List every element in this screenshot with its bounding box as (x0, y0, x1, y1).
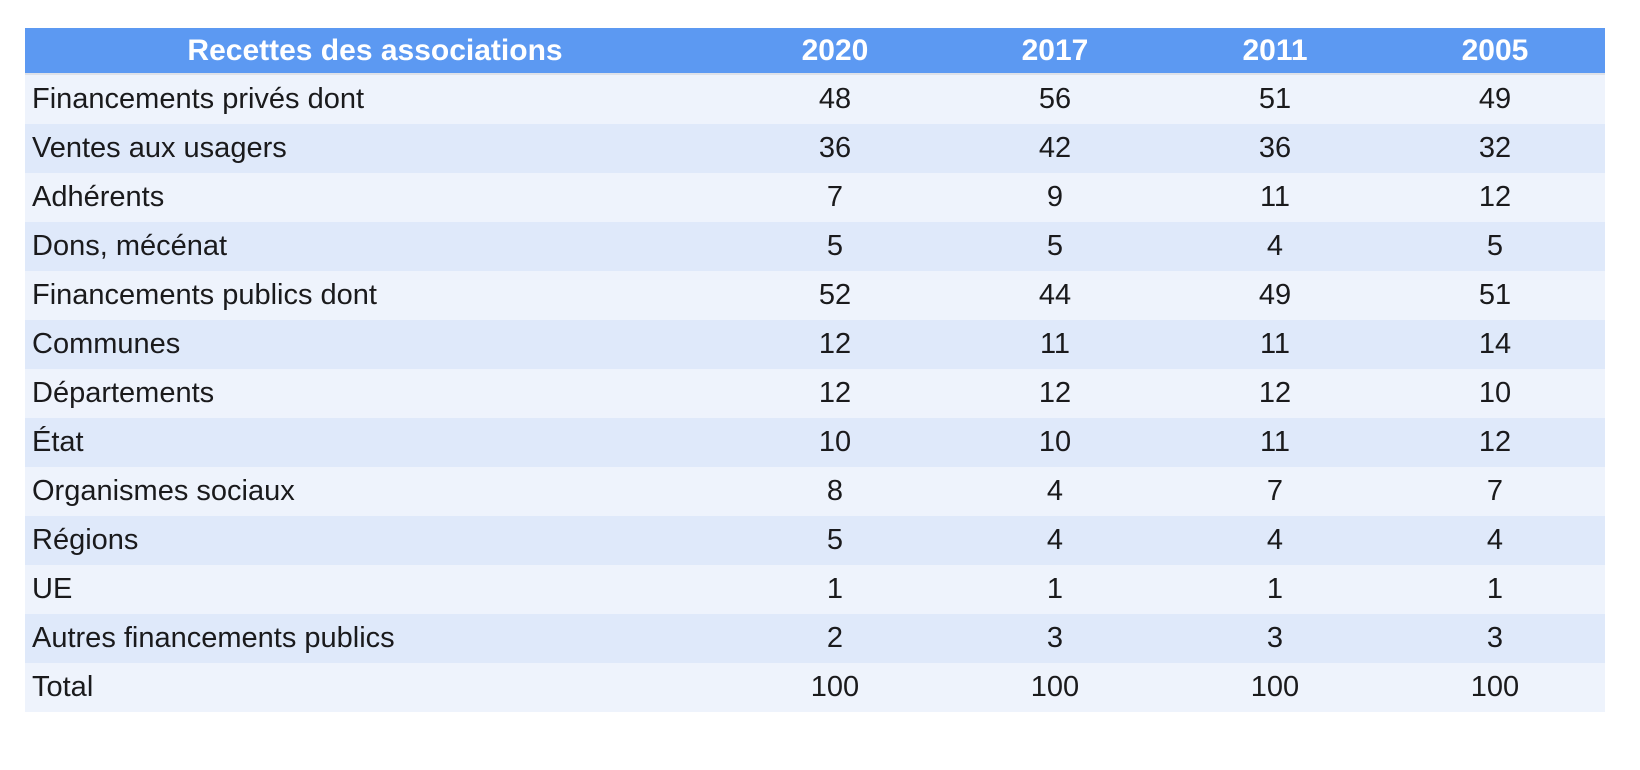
cell-value: 5 (826, 524, 844, 556)
cell-value: 4 (1266, 230, 1284, 262)
cell-value: 14 (1478, 328, 1512, 360)
cell-value: 1 (1486, 573, 1504, 605)
row-label: Total (32, 671, 94, 703)
cell-value: 49 (1478, 83, 1512, 115)
cell-value: 4 (1486, 524, 1504, 556)
table-title: Recettes des associations (25, 28, 725, 75)
cell-value: 42 (1038, 132, 1072, 164)
cell-value: 11 (1259, 426, 1291, 458)
cell-value: 4 (1046, 524, 1064, 556)
cell-value: 10 (1478, 377, 1512, 409)
cell-value: 100 (1470, 671, 1520, 703)
cell-value: 4 (1046, 475, 1064, 507)
table-row: Autres financements publics 2 3 3 3 (25, 614, 1605, 663)
recettes-table: Recettes des associations 2020 2017 2011… (25, 28, 1605, 712)
cell-value: 2 (826, 622, 844, 654)
table-row: Financements privés dont 48 56 51 49 (25, 74, 1605, 124)
table-row: UE 1 1 1 1 (25, 565, 1605, 614)
cell-value: 11 (1259, 181, 1291, 213)
cell-value: 1 (826, 573, 844, 605)
row-label: Autres financements publics (32, 622, 395, 654)
column-header-2011: 2011 (1165, 28, 1385, 75)
cell-value: 8 (826, 475, 844, 507)
cell-value: 11 (1259, 328, 1291, 360)
table-row: Total 100 100 100 100 (25, 663, 1605, 712)
cell-value: 4 (1266, 524, 1284, 556)
table-row: Ventes aux usagers 36 42 36 32 (25, 124, 1605, 173)
row-label: UE (32, 573, 73, 605)
header-row: Recettes des associations 2020 2017 2011… (25, 28, 1605, 75)
cell-value: 100 (1250, 671, 1300, 703)
cell-value: 5 (1046, 230, 1064, 262)
cell-value: 11 (1039, 328, 1071, 360)
table-row: Dons, mécénat 5 5 4 5 (25, 222, 1605, 271)
cell-value: 12 (1038, 377, 1072, 409)
cell-value: 48 (818, 83, 852, 115)
cell-value: 12 (1258, 377, 1292, 409)
cell-value: 10 (1038, 426, 1072, 458)
cell-value: 56 (1038, 83, 1072, 115)
table-row: Régions 5 4 4 4 (25, 516, 1605, 565)
row-label: Communes (32, 328, 181, 360)
cell-value: 5 (826, 230, 844, 262)
row-label: Dons, mécénat (32, 230, 228, 262)
cell-value: 100 (810, 671, 860, 703)
row-label: Régions (32, 524, 139, 556)
cell-value: 3 (1486, 622, 1504, 654)
cell-value: 12 (1478, 426, 1512, 458)
cell-value: 7 (1486, 475, 1504, 507)
cell-value: 44 (1038, 279, 1072, 311)
cell-value: 52 (818, 279, 852, 311)
table-row: Financements publics dont 52 44 49 51 (25, 271, 1605, 320)
cell-value: 12 (1478, 181, 1512, 213)
cell-value: 1 (1266, 573, 1284, 605)
table-header: Recettes des associations 2020 2017 2011… (25, 28, 1605, 75)
column-header-2005: 2005 (1385, 28, 1605, 75)
row-label: Organismes sociaux (32, 475, 295, 507)
row-label: Financements privés dont (32, 83, 365, 115)
cell-value: 1 (1046, 573, 1064, 605)
cell-value: 32 (1478, 132, 1512, 164)
cell-value: 3 (1046, 622, 1064, 654)
table-row: Adhérents 7 9 11 12 (25, 173, 1605, 222)
cell-value: 3 (1266, 622, 1284, 654)
cell-value: 51 (1258, 83, 1292, 115)
cell-value: 36 (818, 132, 852, 164)
row-label: Adhérents (32, 181, 165, 213)
row-label: Ventes aux usagers (32, 132, 287, 164)
cell-value: 100 (1030, 671, 1080, 703)
cell-value: 7 (826, 181, 844, 213)
cell-value: 5 (1486, 230, 1504, 262)
row-label: État (32, 426, 84, 458)
cell-value: 49 (1258, 279, 1292, 311)
cell-value: 7 (1266, 475, 1284, 507)
table-row: Organismes sociaux 8 4 7 7 (25, 467, 1605, 516)
cell-value: 36 (1258, 132, 1292, 164)
table-body: Financements privés dont 48 56 51 49 Ven… (25, 74, 1605, 712)
cell-value: 12 (818, 377, 852, 409)
cell-value: 12 (818, 328, 852, 360)
row-label: Départements (32, 377, 215, 409)
table-row: Communes 12 11 11 14 (25, 320, 1605, 369)
cell-value: 10 (818, 426, 852, 458)
table-row: État 10 10 11 12 (25, 418, 1605, 467)
column-header-2017: 2017 (945, 28, 1165, 75)
recettes-table-container: Recettes des associations 2020 2017 2011… (25, 28, 1605, 712)
table-row: Départements 12 12 12 10 (25, 369, 1605, 418)
cell-value: 9 (1046, 181, 1064, 213)
column-header-2020: 2020 (725, 28, 945, 75)
cell-value: 51 (1478, 279, 1512, 311)
row-label: Financements publics dont (32, 279, 377, 311)
